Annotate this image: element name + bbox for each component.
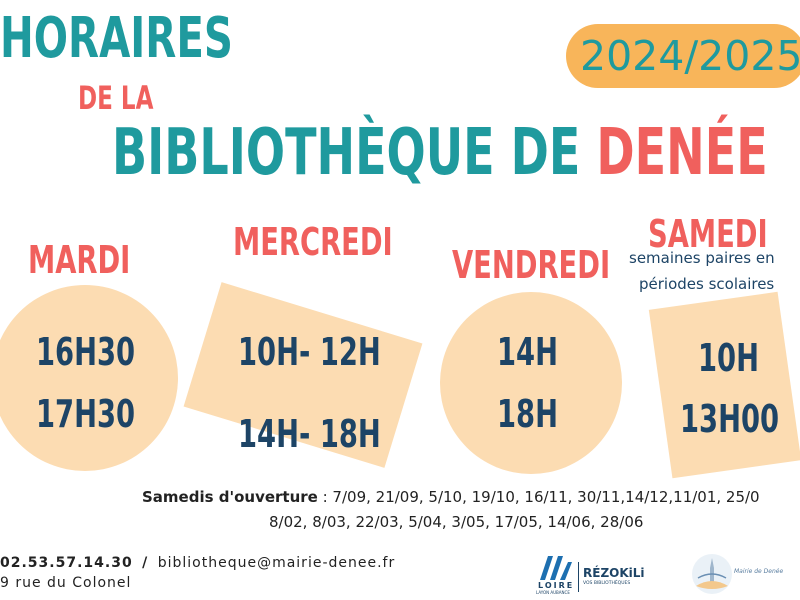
openings-line-1: Samedis d'ouverture : 7/09, 21/09, 5/10,… [142,487,760,507]
year-badge: 2024/2025 [566,24,800,88]
title-bibliotheque-part1: BIBLIOTHÈQUE DE [112,116,581,190]
openings-dates-1: : 7/09, 21/09, 5/10, 19/10, 16/11, 30/11… [317,488,760,506]
contact-address: 9 rue du Colonel [0,575,132,591]
loire-logo: LOIRE LAYON AUBANCE [536,556,576,596]
samedi-time-1: 10H [698,336,759,380]
rezokili-logo: RÉZOKiLi VOS BIBLIOTHÈQUES [583,566,645,596]
day-vendredi: VENDREDI [452,243,611,287]
rezokili-text: RÉZOKiLi [583,566,645,580]
mardi-time-1: 16H30 [36,330,136,374]
vendredi-circle [440,292,622,474]
rezokili-subtext: VOS BIBLIOTHÈQUES [583,581,631,586]
vendredi-time-2: 18H [497,392,558,436]
mercredi-time-2: 14H- 18H [238,412,381,456]
openings-line-2: 8/02, 8/03, 22/03, 5/04, 3/05, 17/05, 14… [269,512,643,532]
samedi-note-2: périodes scolaires [639,275,775,293]
mairie-text: Mairie de Denée [734,568,784,575]
vendredi-time-1: 14H [497,330,558,374]
title-horaires: HORAIRES [0,6,233,71]
year-badge-text: 2024/2025 [580,32,800,80]
loire-mark-icon [540,556,572,580]
day-samedi: SAMEDI [648,212,768,256]
contact-separator: / [142,555,149,571]
samedi-shape [648,291,800,479]
mairie-emblem-icon [692,554,732,594]
day-mardi: MARDI [28,238,131,282]
mardi-time-2: 17H30 [36,392,136,436]
samedi-time-2: 13H00 [680,397,780,441]
openings-label: Samedis d'ouverture [142,488,318,506]
logo-divider [578,562,579,592]
title-de-la: DE LA [78,79,154,117]
mercredi-time-1: 10H- 12H [238,330,381,374]
mardi-circle [0,285,178,471]
contact-email: bibliotheque@mairie-denee.fr [157,555,396,571]
title-denee: DENÉE [596,116,768,190]
openings-dates-2: 8/02, 8/03, 22/03, 5/04, 3/05, 17/05, 14… [269,513,644,531]
samedi-note-1: semaines paires en [629,249,775,267]
title-bibliotheque: BIBLIOTHÈQUE DE DENÉE [112,118,768,188]
loire-subtext: LAYON AUBANCE [536,590,570,595]
day-mercredi: MERCREDI [233,220,393,264]
mairie-logo: Mairie de Denée [690,552,783,596]
contact-line: 02.53.57.14.30 / bibliotheque@mairie-den… [0,553,395,573]
loire-text: LOIRE [538,581,575,590]
contact-phone: 02.53.57.14.30 [0,555,133,571]
